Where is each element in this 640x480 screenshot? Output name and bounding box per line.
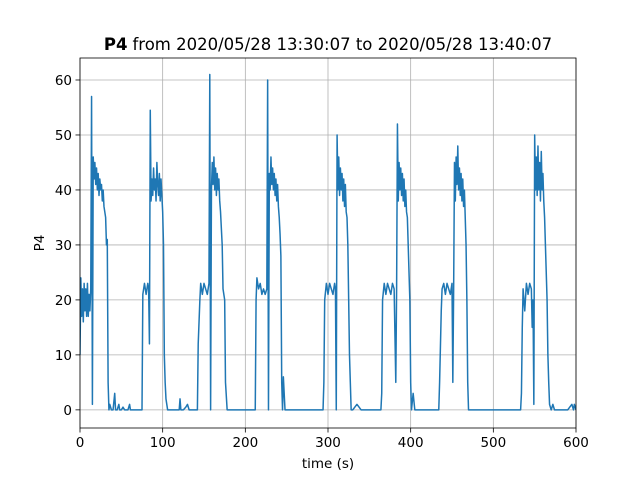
x-axis-label: time (s) [302,456,354,472]
x-tick-label: 600 [563,435,589,451]
title-text: from 2020/05/28 13:30:07 to 2020/05/28 1… [132,35,552,54]
data-line [80,73,576,411]
x-tick-label: 0 [76,435,85,451]
y-tick-label: 30 [55,238,72,254]
y-axis-label: P4 [32,235,48,252]
y-tick-label: 50 [55,128,72,144]
y-tick-label: 20 [55,293,72,309]
plot-frame [79,57,577,429]
x-tick-label: 100 [150,435,176,451]
y-tick-label: 10 [55,348,72,364]
x-tick-label: 300 [315,435,341,451]
x-tick-label: 500 [480,435,506,451]
title-bold: P4 [104,35,128,54]
x-tick-label: 200 [232,435,258,451]
y-tick-label: 40 [55,183,72,199]
chart-title: P4 from 2020/05/28 13:30:07 to 2020/05/28… [104,35,552,54]
y-tick-label: 0 [63,403,72,419]
x-tick-label: 400 [398,435,424,451]
y-tick-label: 60 [55,73,72,89]
